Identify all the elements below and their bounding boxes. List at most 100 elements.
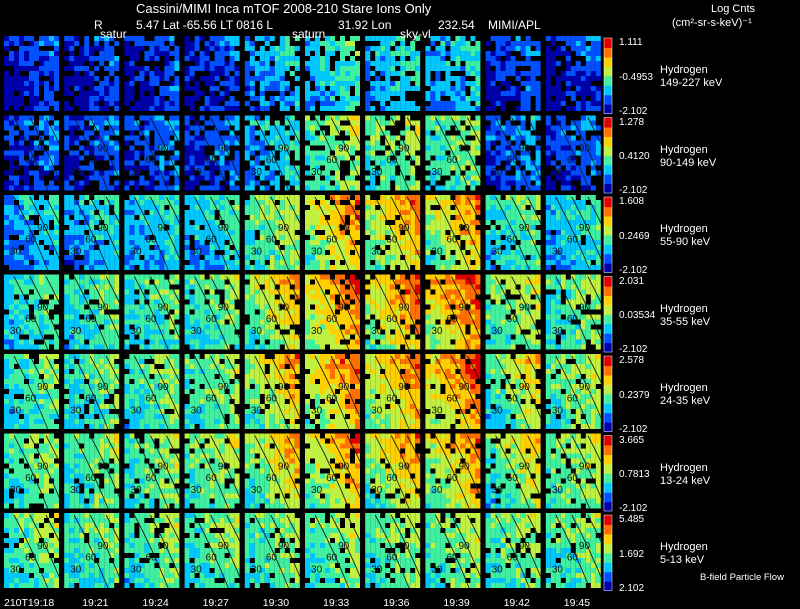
heat-cell — [315, 160, 320, 166]
heat-cell — [154, 265, 160, 270]
heat-cell — [214, 235, 220, 240]
heat-cell — [400, 205, 406, 210]
heat-cell — [440, 230, 446, 235]
heat-cell — [94, 41, 100, 46]
heat-cell — [365, 115, 371, 121]
heat-cell — [269, 125, 275, 131]
heat-cell — [410, 120, 416, 126]
colorbar-step — [604, 45, 612, 49]
heat-cell — [69, 339, 75, 345]
heat-cell — [570, 210, 576, 215]
heat-cell — [154, 344, 160, 350]
heat-cell — [555, 195, 561, 200]
heat-cell — [254, 165, 260, 171]
heat-cell — [209, 115, 215, 121]
colorbar-step — [604, 187, 612, 190]
heat-cell — [124, 81, 130, 86]
heat-cell — [455, 91, 461, 96]
heat-cell — [84, 195, 90, 200]
heat-cell — [274, 125, 280, 131]
heat-cell — [189, 66, 195, 71]
heat-cell — [34, 155, 39, 161]
heat-cell — [149, 195, 155, 200]
colorbar-step — [604, 88, 612, 92]
heat-cell — [74, 125, 80, 131]
heat-cell — [470, 185, 476, 191]
heat-cell — [19, 225, 24, 230]
heat-cell — [14, 76, 19, 81]
heat-cell — [199, 245, 205, 250]
heat-cell — [4, 71, 9, 76]
heat-cell — [385, 155, 391, 161]
heat-cell — [595, 101, 601, 106]
heat-cell — [350, 230, 355, 235]
heat-cell — [99, 279, 105, 285]
heat-cell — [325, 225, 330, 230]
heat-cell — [94, 314, 100, 320]
heat-cell — [425, 255, 431, 260]
heat-cell — [520, 175, 526, 181]
heat-cell — [44, 339, 49, 345]
heat-cell — [425, 230, 431, 235]
contour-label: 90 — [519, 143, 531, 154]
heat-cell — [154, 260, 160, 265]
heat-cell — [154, 125, 160, 131]
heat-cell — [590, 265, 596, 270]
heat-cell — [305, 106, 310, 111]
heat-cell — [560, 265, 566, 270]
heat-cell — [525, 96, 531, 101]
heat-cell — [199, 240, 205, 245]
heat-cell — [585, 125, 591, 131]
heat-cell — [34, 170, 39, 176]
heat-cell — [214, 115, 220, 121]
heat-cell — [169, 220, 175, 225]
heat-cell — [24, 324, 29, 330]
heat-cell — [19, 120, 24, 126]
heat-cell — [184, 81, 190, 86]
heat-cell — [370, 135, 376, 141]
heat-cell — [169, 245, 175, 250]
heat-cell — [29, 240, 34, 245]
colorbar-step — [604, 170, 612, 173]
heat-cell — [159, 240, 165, 245]
heat-cell — [310, 155, 315, 161]
heat-cell — [139, 66, 145, 71]
heat-cell — [380, 210, 386, 215]
heat-cell — [4, 150, 9, 156]
heat-cell — [410, 250, 416, 255]
heat-cell — [159, 324, 165, 330]
heat-cell — [139, 240, 145, 245]
contour-label: 60 — [206, 155, 218, 166]
heat-cell — [395, 81, 401, 86]
heat-cell — [39, 115, 44, 121]
heat-cell — [229, 66, 235, 71]
heat-cell — [104, 339, 110, 345]
heat-cell — [94, 274, 100, 280]
heat-cell — [49, 235, 54, 240]
heat-cell — [264, 200, 270, 205]
colorbar-step — [604, 172, 612, 175]
heat-cell — [94, 279, 100, 285]
heat-cell — [425, 120, 431, 126]
heat-cell — [515, 170, 521, 176]
heat-cell — [380, 245, 386, 250]
heat-cell — [279, 101, 285, 106]
heat-cell — [219, 215, 225, 220]
heat-cell — [590, 36, 596, 41]
heat-cell — [460, 81, 466, 86]
heat-cell — [294, 210, 300, 215]
heat-cell — [214, 324, 220, 330]
heat-cell — [244, 36, 250, 41]
heat-cell — [505, 36, 511, 41]
heat-cell — [565, 225, 571, 230]
heat-cell — [370, 36, 376, 41]
heat-cell — [380, 180, 386, 186]
heat-cell — [560, 230, 566, 235]
heat-cell — [204, 66, 210, 71]
heat-cell — [294, 76, 300, 81]
heat-cell — [365, 215, 371, 220]
heat-cell — [430, 96, 436, 101]
heat-cell — [485, 220, 491, 225]
heat-cell — [44, 51, 49, 56]
